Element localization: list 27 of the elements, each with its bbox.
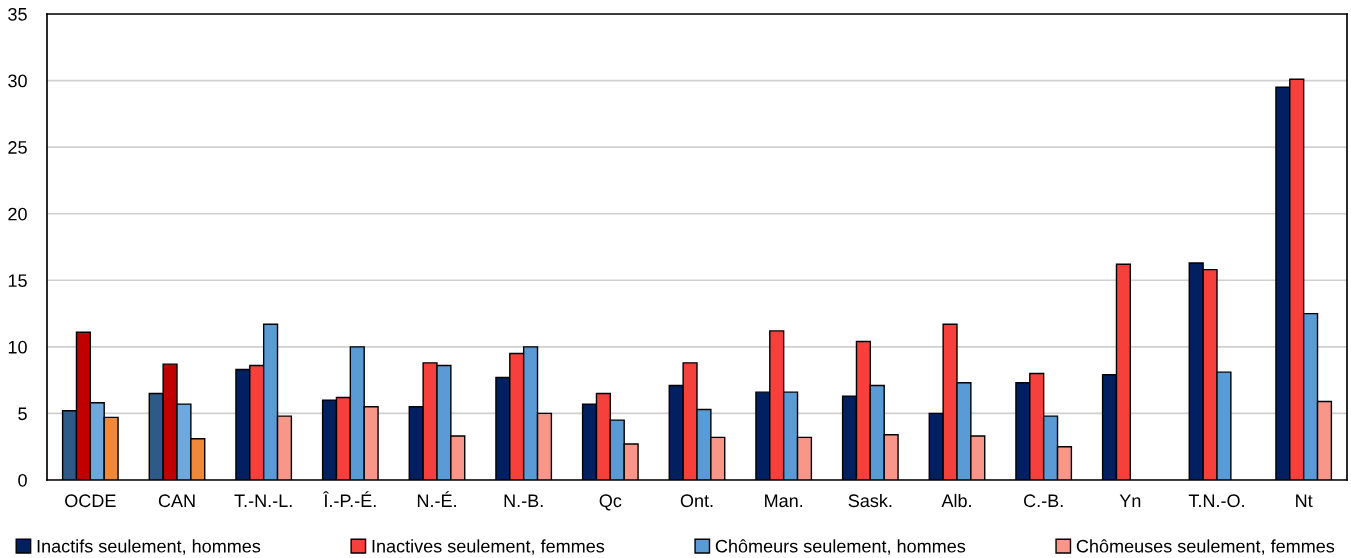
x-tick-label: Nt [1296, 494, 1313, 508]
y-tick-label: 30 [8, 74, 27, 88]
y-tick-label: 15 [8, 274, 27, 288]
x-tick-label: C.-B. [1024, 494, 1063, 508]
y-tick-label: 25 [8, 141, 27, 154]
x-tick-label: Alb. [941, 493, 971, 508]
y-tick-label: 20 [8, 207, 27, 221]
x-tick-label: Man. [765, 494, 803, 508]
x-tick-label: CAN [158, 494, 195, 508]
y-tick-label: 10 [8, 340, 27, 354]
x-tick-label: N.-É. [417, 491, 456, 507]
x-tick-label: T.-N.-L. [234, 494, 292, 507]
x-tick-label: Yn [1119, 494, 1141, 507]
legend-label: Chômeuses seulement, femmes [1076, 539, 1335, 555]
x-tick-label: N.-B. [504, 494, 543, 507]
x-tick-label: Sask. [848, 493, 892, 508]
x-tick-label: Î.-P.-É. [323, 491, 376, 507]
legend-label: Chômeurs seulement, hommes [715, 539, 966, 555]
x-tick-label: Ont. [680, 494, 713, 508]
x-tick-label: OCDE [65, 494, 116, 508]
y-tick-label: 0 [18, 473, 27, 487]
legend-label: Inactifs seulement, hommes [37, 539, 261, 555]
x-tick-label: Qc [599, 494, 622, 511]
y-tick-label: 35 [8, 7, 27, 21]
x-tick-label: T.N.-O. [1188, 494, 1244, 508]
y-tick-label: 5 [18, 407, 27, 421]
legend-label: Inactives seulement, femmes [372, 539, 605, 555]
